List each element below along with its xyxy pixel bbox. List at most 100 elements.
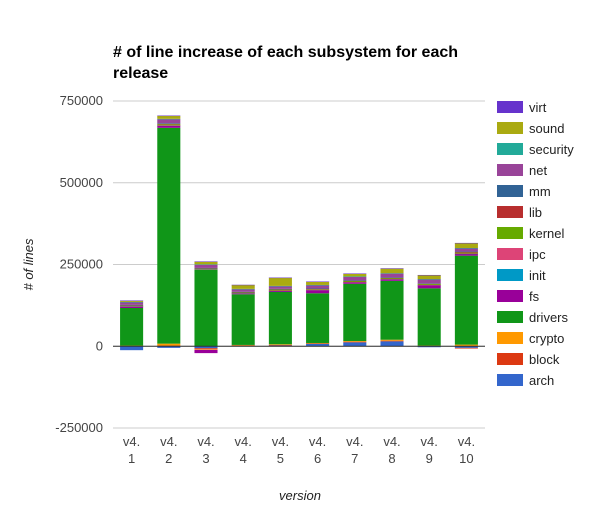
x-axis-ticks: v4. 1 v4. 2 v4. 3 v4. 4 v4. 5 v4. 6 v4. 7 v4. 8 v4. 9 v4. 1… bbox=[123, 434, 475, 466]
bar-virt-5 bbox=[268, 277, 292, 279]
x-tick-label: 10 bbox=[459, 451, 473, 466]
legend: virt sound security net mm lib kernel ipc init fs… bbox=[497, 100, 574, 388]
x-tick-label: v4. bbox=[235, 434, 252, 449]
legend-swatch-fs bbox=[497, 290, 523, 302]
legend-swatch-mm bbox=[497, 185, 523, 197]
bar-net-10 bbox=[454, 248, 478, 252]
legend-label-security: security bbox=[529, 142, 574, 157]
legend-swatch-security bbox=[497, 143, 523, 155]
bar-sound-2 bbox=[157, 115, 181, 119]
bar-arch-2 bbox=[157, 346, 181, 348]
bar-mm-9 bbox=[417, 283, 441, 284]
bar-sound-3 bbox=[194, 261, 218, 265]
bar-drivers-8 bbox=[380, 280, 404, 340]
bar-kernel-6 bbox=[306, 289, 330, 290]
bar-sound-1 bbox=[120, 300, 144, 302]
bar-kernel-10 bbox=[454, 252, 478, 254]
x-tick-label: v4. bbox=[309, 434, 326, 449]
x-tick-label: v4. bbox=[123, 434, 140, 449]
bar-arch-3 bbox=[194, 346, 218, 349]
legend-swatch-sound bbox=[497, 122, 523, 134]
x-tick-label: 3 bbox=[202, 451, 209, 466]
bar-ipc-3 bbox=[194, 269, 218, 270]
legend-label-mm: mm bbox=[529, 184, 551, 199]
bar-lib-4 bbox=[231, 292, 255, 293]
bar-block-5 bbox=[268, 344, 292, 346]
bar-virt-4 bbox=[231, 284, 255, 286]
bar-block-4 bbox=[231, 345, 255, 346]
legend-label-kernel: kernel bbox=[529, 226, 565, 241]
x-tick-label: 5 bbox=[277, 451, 284, 466]
bar-crypto-6 bbox=[306, 342, 330, 344]
bar-sound-5 bbox=[268, 277, 292, 286]
bar-block-10 bbox=[454, 347, 478, 349]
x-tick-label: v4. bbox=[272, 434, 289, 449]
legend-label-arch: arch bbox=[529, 373, 554, 388]
bar-security-5 bbox=[268, 285, 292, 287]
bar-arch-8 bbox=[380, 341, 404, 347]
bar-net-6 bbox=[306, 285, 330, 289]
bar-fs-3 bbox=[194, 349, 218, 354]
legend-swatch-kernel bbox=[497, 227, 523, 239]
bar-lib-1 bbox=[120, 305, 144, 306]
bar-crypto-4 bbox=[231, 344, 255, 346]
x-tick-label: v4. bbox=[383, 434, 400, 449]
bar-virt-3 bbox=[194, 261, 218, 262]
legend-swatch-init bbox=[497, 269, 523, 281]
bar-block-8 bbox=[380, 340, 404, 342]
bar-lib-3 bbox=[194, 268, 218, 269]
legend-label-lib: lib bbox=[529, 205, 542, 220]
y-axis-title: # of lines bbox=[21, 238, 36, 291]
bar-lib-8 bbox=[380, 277, 404, 279]
chart-title: # of line increase of each subsystem for… bbox=[113, 44, 458, 82]
bar-security-4 bbox=[231, 288, 255, 290]
bar-kernel-7 bbox=[343, 281, 367, 282]
bar-kernel-1 bbox=[120, 305, 144, 307]
x-tick-label: 7 bbox=[351, 451, 358, 466]
bar-drivers-5 bbox=[268, 291, 292, 345]
x-axis-title: version bbox=[279, 488, 321, 503]
bar-drivers-4 bbox=[231, 294, 255, 345]
bar-net-7 bbox=[343, 276, 367, 281]
bar-sound-4 bbox=[231, 284, 255, 289]
bar-security-8 bbox=[380, 273, 404, 274]
bar-mm-8 bbox=[380, 277, 404, 278]
chart-title-line-1: # of line increase of each subsystem for… bbox=[113, 44, 458, 61]
bar-arch-1 bbox=[120, 346, 144, 351]
bar-fs-5 bbox=[268, 290, 292, 292]
bar-lib-10 bbox=[454, 251, 478, 253]
bar-virt-7 bbox=[343, 273, 367, 274]
bar-ipc-1 bbox=[120, 306, 144, 307]
bar-sound-6 bbox=[306, 281, 330, 285]
chart-title-line-2: release bbox=[113, 65, 168, 82]
bar-arch-6 bbox=[306, 343, 330, 347]
bar-kernel-4 bbox=[231, 292, 255, 294]
bar-fs-8 bbox=[380, 279, 404, 281]
bar-virt-6 bbox=[306, 281, 330, 283]
bar-fs-10 bbox=[454, 253, 478, 256]
bar-security-3 bbox=[194, 264, 218, 265]
bar-virt-2 bbox=[157, 115, 181, 117]
bar-lib-7 bbox=[343, 280, 367, 282]
x-tick-label: v4. bbox=[458, 434, 475, 449]
bar-fs-6 bbox=[306, 290, 330, 294]
x-tick-label: 1 bbox=[128, 451, 135, 466]
bar-sound-8 bbox=[380, 268, 404, 274]
bar-security-2 bbox=[157, 118, 181, 120]
legend-swatch-drivers bbox=[497, 311, 523, 323]
bar-virt-9 bbox=[417, 274, 441, 276]
bar-fs-9 bbox=[417, 285, 441, 289]
bar-crypto-8 bbox=[380, 339, 404, 341]
bar-ipc-2 bbox=[157, 125, 181, 126]
legend-label-drivers: drivers bbox=[529, 310, 569, 325]
legend-label-fs: fs bbox=[529, 289, 540, 304]
bar-kernel-8 bbox=[380, 278, 404, 280]
bar-security-9 bbox=[417, 279, 441, 280]
legend-label-sound: sound bbox=[529, 121, 564, 136]
bar-mm-4 bbox=[231, 291, 255, 293]
bar-drivers-10 bbox=[454, 255, 478, 345]
y-axis-ticks: -250000 0 250000 500000 750000 bbox=[55, 93, 103, 435]
legend-swatch-lib bbox=[497, 206, 523, 218]
